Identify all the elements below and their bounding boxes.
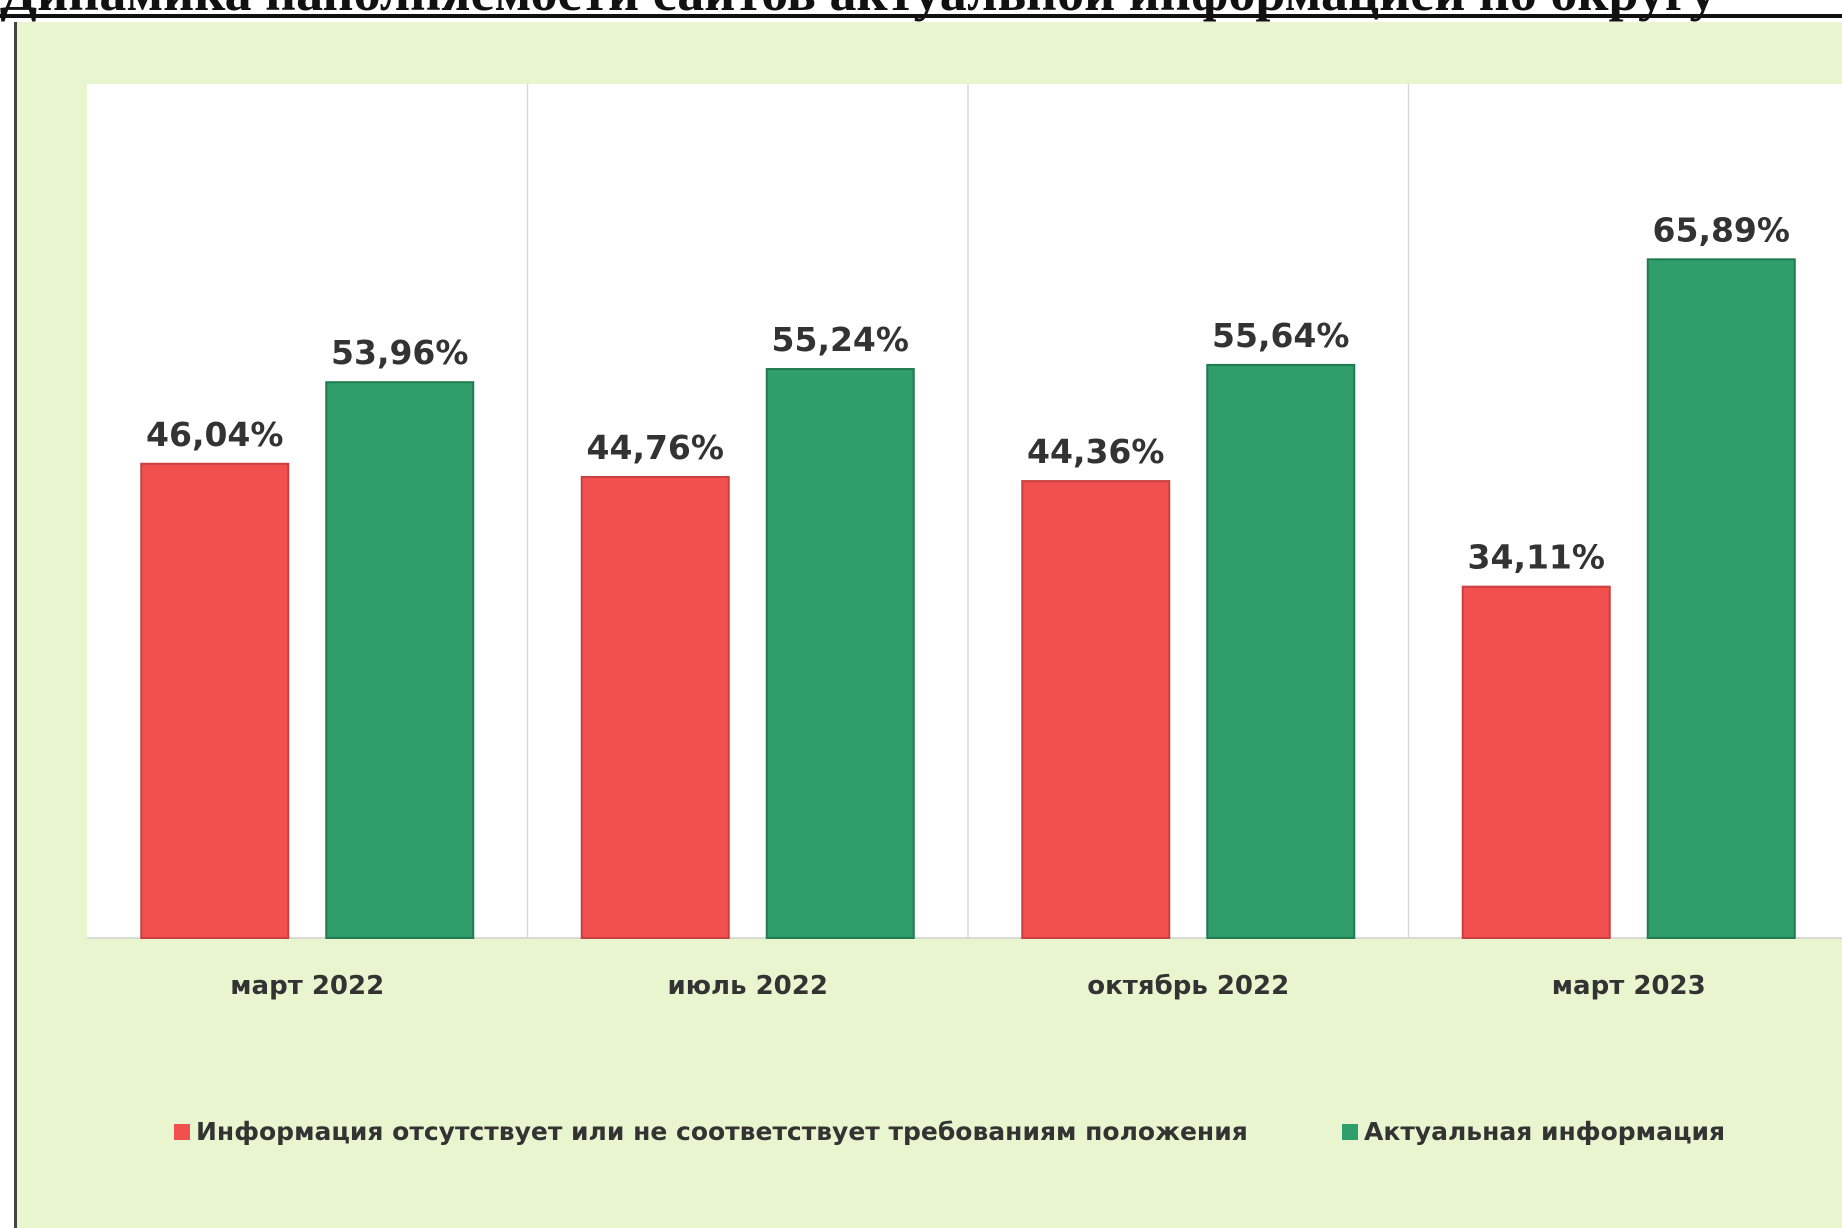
chart-frame: 46,04% 53,96% март 2022 44,76% 55,24% июль 20… (14, 22, 1842, 1228)
bar-chart: 46,04% 53,96% март 2022 44,76% 55,24% июль 20… (87, 84, 1842, 1001)
bar-missing-info-3 (1461, 585, 1611, 939)
legend-item-series-2: Актуальная информация (1342, 1117, 1725, 1146)
data-label: 65,89% (1653, 210, 1790, 249)
title-underline (0, 14, 1842, 18)
data-label: 55,24% (772, 320, 909, 359)
legend-swatch-red (174, 1123, 190, 1140)
bar-missing-info-1 (580, 475, 730, 939)
legend-item-series-1: Информация отсутствует или не соответств… (174, 1117, 1248, 1146)
legend-label-series-1: Информация отсутствует или не соответств… (196, 1117, 1248, 1146)
bar-actual-info-2 (1206, 363, 1356, 939)
x-tick-label: март 2022 (230, 971, 384, 1001)
legend-label-series-2: Актуальная информация (1364, 1117, 1726, 1146)
data-label: 53,96% (331, 333, 468, 372)
x-tick-label: март 2023 (1552, 971, 1706, 1001)
x-tick-label: октябрь 2022 (1087, 971, 1289, 1001)
legend-swatch-green (1342, 1123, 1358, 1140)
data-label: 34,11% (1468, 538, 1605, 577)
data-label: 44,76% (587, 428, 724, 467)
data-label: 46,04% (146, 415, 283, 454)
data-label: 55,64% (1212, 316, 1349, 355)
chart-title: Динамика наполняемости сайтов актуальной… (0, 0, 1842, 22)
data-label: 44,36% (1027, 432, 1164, 471)
bar-actual-info-0 (325, 381, 475, 940)
bar-actual-info-1 (765, 368, 915, 939)
bar-actual-info-3 (1646, 258, 1796, 939)
x-tick-label: июль 2022 (668, 971, 828, 1001)
bar-missing-info-0 (140, 462, 290, 939)
bar-missing-info-2 (1021, 480, 1171, 939)
